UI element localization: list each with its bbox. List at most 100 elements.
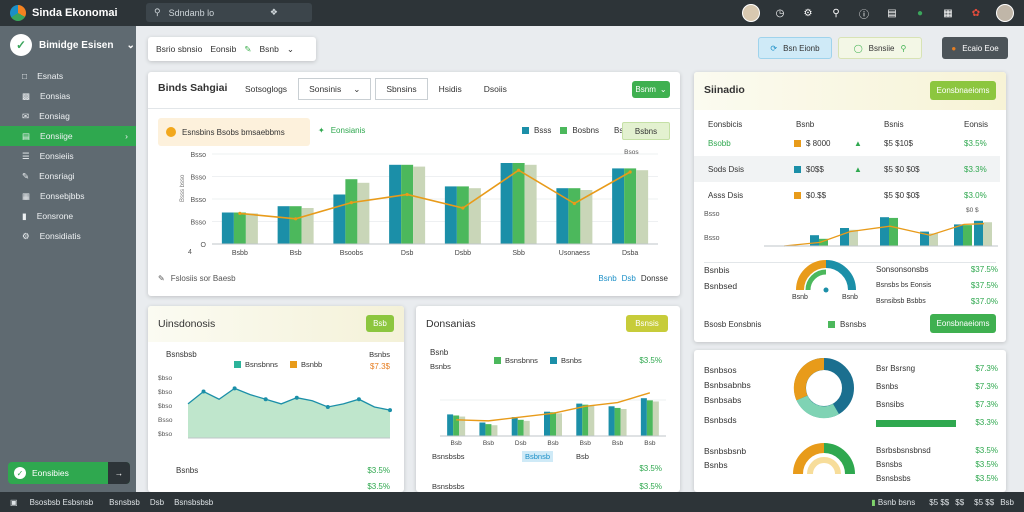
- voice-icon[interactable]: ❖: [269, 7, 278, 17]
- home-icon: □: [22, 71, 28, 81]
- main-footer-left[interactable]: ✎ Fslosiis sor Baesb: [158, 274, 236, 283]
- bar: [840, 228, 849, 246]
- donut-right-value: $37.5%: [970, 281, 998, 290]
- grid-icon[interactable]: ▦: [943, 7, 953, 19]
- area-chart: $bso $bso $bso Bsso $bso: [158, 375, 392, 439]
- bell-icon[interactable]: ⚲: [832, 7, 840, 19]
- mid-row1-badge[interactable]: Bsbnsb: [522, 451, 554, 462]
- bar: [491, 425, 498, 436]
- br-lower-label: Bsrbsbsnsbnsd: [876, 446, 931, 455]
- status-right-2: $$: [955, 497, 965, 507]
- table-row[interactable]: Bsobb $ 8000 ▲ $5 $10$ $3.5%: [694, 130, 1000, 156]
- tag[interactable]: ✦ Eonsianis: [318, 126, 365, 135]
- shield-icon: ◯: [853, 43, 863, 53]
- right-footer-button[interactable]: Eonsbnaeioms: [930, 314, 996, 333]
- sidebar-item-4[interactable]: ▤ Eonsiige ›: [0, 126, 136, 146]
- toolbar-button-3[interactable]: ● Ecaio Eoe: [942, 37, 1008, 59]
- note-banner[interactable]: Esnsbins Bsobs bmsaebbms: [158, 118, 310, 146]
- legend-badge[interactable]: Bsbns: [622, 122, 670, 140]
- tab-5[interactable]: Dsoiis: [472, 78, 518, 100]
- top-label: Bsos: [624, 149, 639, 156]
- bar: [511, 417, 518, 436]
- window-icon[interactable]: ▣: [10, 497, 18, 507]
- legend-swatch-1: [522, 127, 529, 134]
- app-logo[interactable]: Sinda Ekonomai: [10, 5, 118, 21]
- tab-1[interactable]: Sotsoglogs: [234, 78, 299, 100]
- mail-icon: ✉: [22, 110, 30, 121]
- right-card-button[interactable]: Eonsbnaeioms: [930, 81, 996, 100]
- tab-4[interactable]: Hsidis: [427, 78, 473, 100]
- filter-extra[interactable]: Bsnb: [259, 44, 279, 54]
- x-tick-label: Bsb: [451, 440, 463, 447]
- sidebar-item-6[interactable]: ✎ Eonsriagi: [0, 166, 136, 186]
- search-input[interactable]: ⚲ Sdndanb lo ❖: [146, 3, 312, 22]
- footer-link-1[interactable]: Bsnb: [598, 274, 617, 283]
- br-lower-right: Bsrbsbsnsbnsd $3.5% Bsnsbs $3.5% Bsnsbsbs $…: [876, 444, 998, 486]
- br-lower-left-item: Bsnbs: [704, 460, 728, 470]
- sidebar-item-7[interactable]: ▦ Eonsebjbbs: [0, 186, 136, 206]
- area-card-button[interactable]: Bsb: [366, 315, 394, 332]
- search-placeholder: Sdndanb lo: [168, 7, 215, 18]
- gear-icon[interactable]: ⚙: [803, 7, 813, 19]
- bar: [485, 424, 492, 436]
- trend-line: [456, 392, 651, 422]
- y-tick-label: Bsso: [190, 197, 206, 204]
- table-row[interactable]: Sods Dsis $0$$ ▲ $5 $0 $0$ $3.3%: [694, 156, 1000, 182]
- bar: [479, 422, 486, 436]
- status-item-4[interactable]: Bsnsbsbsb: [174, 497, 214, 507]
- filter-value[interactable]: Eonsib: [210, 44, 237, 54]
- bar: [614, 407, 621, 436]
- sidebar-item-1[interactable]: □ Esnats: [0, 66, 136, 86]
- row-amount: $5 $0 $0$: [884, 164, 920, 174]
- tab-2[interactable]: Sonsinis ⌄: [298, 78, 372, 100]
- sidebar-item-label: Esnats: [37, 71, 64, 81]
- status-item-2[interactable]: Bsnsbsb: [109, 497, 140, 507]
- arrow-right-icon[interactable]: →: [108, 462, 130, 484]
- bar: [624, 168, 637, 244]
- plant-icon[interactable]: ✿: [971, 7, 981, 19]
- status-badge[interactable]: ▮ Bsnb bsns: [871, 497, 916, 507]
- sidebar-item-2[interactable]: ▩ Eonsias: [0, 86, 136, 106]
- status-item-3[interactable]: Dsb: [149, 497, 165, 507]
- sidebar-item-8[interactable]: ▮ Eonsrone: [0, 206, 136, 226]
- bar: [357, 182, 370, 244]
- legend-swatch-1: [494, 357, 501, 364]
- mid-row1-label: Bsnsbsbs: [432, 452, 465, 461]
- pencil-icon[interactable]: ✎: [244, 43, 252, 54]
- mid-card-button[interactable]: Bsnsis: [626, 315, 668, 332]
- filter-toolbar: Bsrio sbnsio Eonsib ✎ Bsnb ⌄: [148, 37, 316, 61]
- toolbar-button-1[interactable]: ⟳ Bsn Eionb: [758, 37, 832, 59]
- footer-link-3[interactable]: Donsse: [640, 274, 668, 283]
- sidebar-bottom-button[interactable]: ✓ Eonsibies →: [8, 462, 130, 484]
- donut-right-item: Bsnsibsb Bsbbs $37.0%: [876, 294, 998, 310]
- sidebar-item-3[interactable]: ✉ Eonsiag: [0, 106, 136, 126]
- row-count: $0$$: [806, 164, 824, 174]
- toolbar-button-2[interactable]: ◯ Bsnsiie ⚲: [838, 37, 922, 59]
- toolbar-button-2-label: Bsnsiie: [868, 43, 895, 53]
- legend-swatch-2: [560, 127, 568, 134]
- x-tick-label: Bsb: [580, 440, 592, 447]
- book-icon[interactable]: ▤: [887, 7, 897, 19]
- mid-row1-value: $3.5%: [639, 464, 662, 473]
- status-right-3: $5 $$: [974, 497, 995, 507]
- main-action-button[interactable]: Bsnm ⌄: [632, 81, 670, 98]
- user-avatar[interactable]: [996, 4, 1014, 22]
- sidebar-item-5[interactable]: ☰ Eonsieiis: [0, 146, 136, 166]
- y-tick-label: Bsso: [190, 152, 206, 159]
- bar: [556, 188, 569, 244]
- clock-icon[interactable]: ◷: [775, 7, 785, 19]
- status-item-1[interactable]: Bsosbsb Esbsnsb: [29, 497, 94, 507]
- avatar[interactable]: [742, 4, 760, 22]
- bar: [453, 415, 460, 436]
- tag-label: Eonsianis: [330, 126, 366, 135]
- table-row[interactable]: Asss Dsis $0.$$ $5 $0 $0$ $3.0%: [694, 182, 1000, 208]
- info-icon[interactable]: ⓘ: [859, 9, 869, 21]
- right-card-title: Siinadio: [704, 84, 745, 96]
- chevron-down-icon[interactable]: ⌄: [286, 43, 294, 54]
- filter-label[interactable]: Bsrio sbnsio: [156, 44, 203, 54]
- footer-link-2[interactable]: Dsb: [621, 274, 636, 283]
- android-icon[interactable]: ●: [916, 7, 924, 19]
- tab-3[interactable]: Sbnsins: [375, 78, 428, 100]
- sidebar-header[interactable]: ✓ Bimidge Esisen ⌄: [10, 34, 135, 56]
- sidebar-item-9[interactable]: ⚙ Eonsidiatis: [0, 226, 136, 246]
